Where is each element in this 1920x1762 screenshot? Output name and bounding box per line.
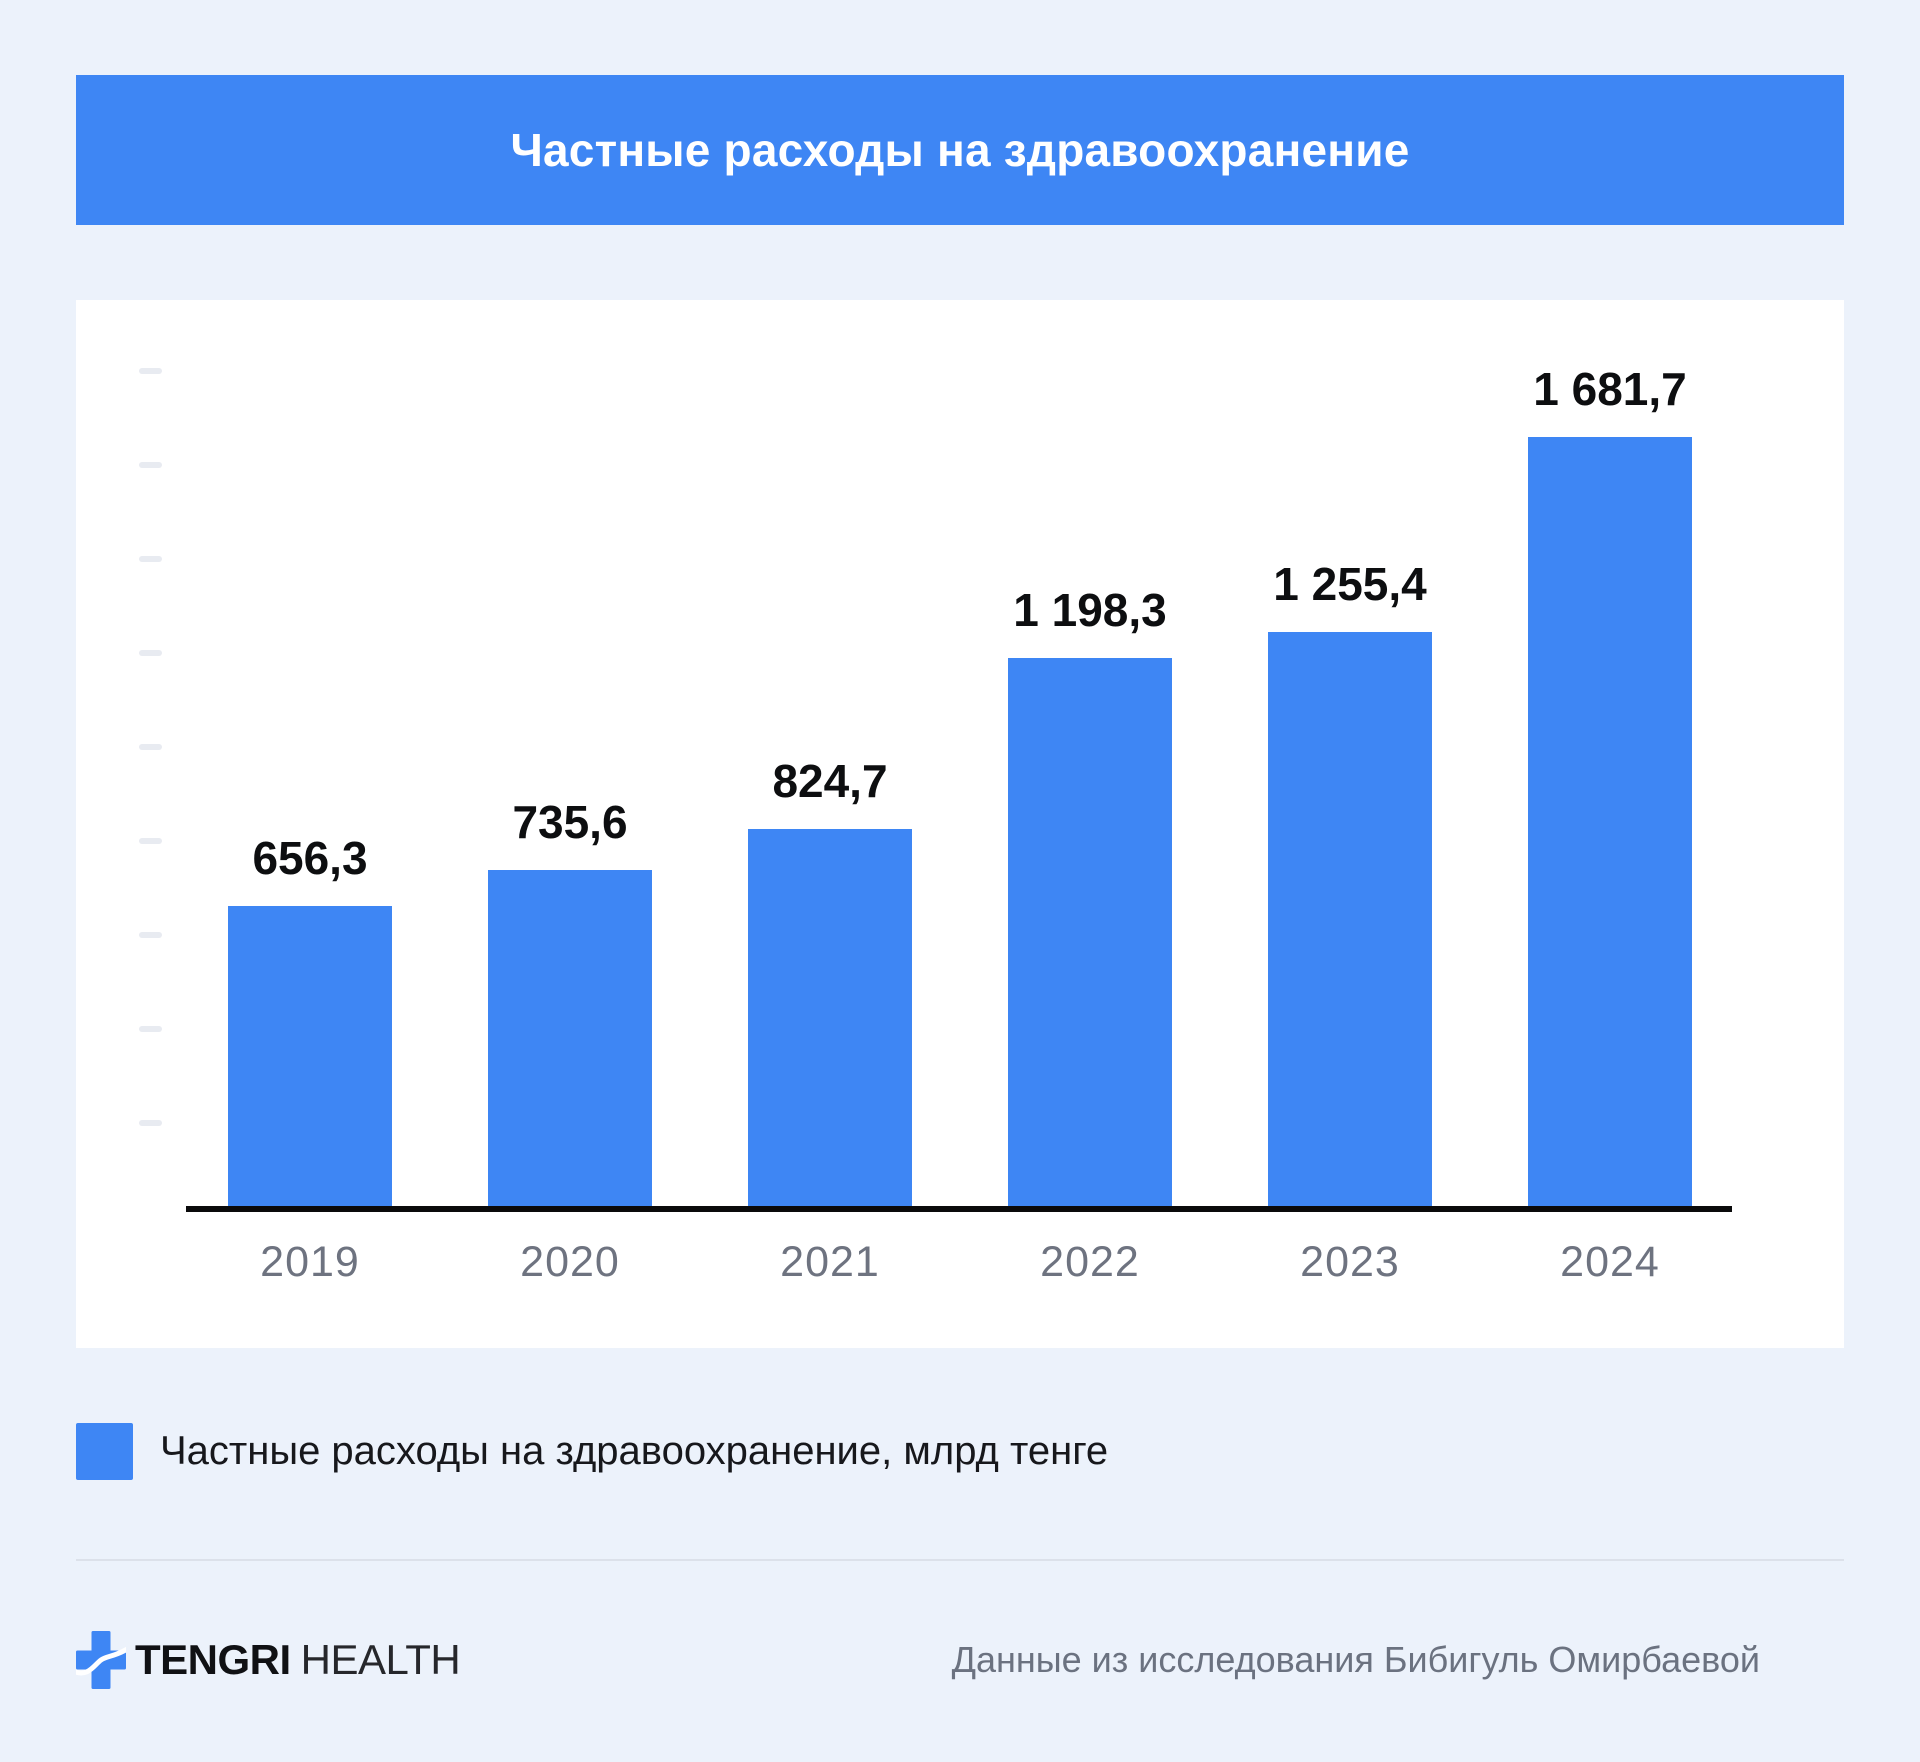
brand-name-secondary: HEALTH <box>300 1636 461 1683</box>
bar-value-label: 656,3 <box>252 832 368 885</box>
bar-group-2020: 735,6 <box>488 300 652 1206</box>
bar <box>1008 658 1172 1206</box>
chart-card: 656,3 735,6 824,7 1 198,3 1 255,4 1 681,7 201… <box>76 300 1844 1348</box>
plot-area: 656,3 735,6 824,7 1 198,3 1 255,4 1 681,7 <box>186 300 1732 1212</box>
brand-lockup: TENGRI HEALTH <box>76 1631 461 1689</box>
tengri-health-cross-icon <box>76 1631 126 1689</box>
attribution-text: Данные из исследования Бибигуль Омирбаев… <box>951 1639 1760 1680</box>
x-axis-label: 2021 <box>780 1238 880 1286</box>
y-axis-tick <box>139 368 162 374</box>
bar-group-2019: 656,3 <box>228 300 392 1206</box>
y-axis-tick-column <box>139 368 162 1128</box>
page-title: Частные расходы на здравоохранение <box>510 124 1410 176</box>
bar <box>488 870 652 1206</box>
chart-legend: Частные расходы на здравоохранение, млрд… <box>76 1423 1108 1480</box>
y-axis-tick <box>139 556 162 562</box>
legend-swatch <box>76 1423 133 1480</box>
x-axis-label: 2019 <box>260 1238 360 1286</box>
x-axis-label: 2024 <box>1560 1238 1660 1286</box>
y-axis-tick <box>139 1026 162 1032</box>
y-axis-tick <box>139 932 162 938</box>
y-axis-tick <box>139 744 162 750</box>
bar-group-2024: 1 681,7 <box>1528 300 1692 1206</box>
brand-name-primary: TENGRI <box>135 1636 291 1683</box>
footer-divider <box>76 1559 1844 1561</box>
bar <box>1268 632 1432 1206</box>
y-axis-tick <box>139 1120 162 1126</box>
bar-group-2023: 1 255,4 <box>1268 300 1432 1206</box>
chart-title-banner: Частные расходы на здравоохранение <box>76 75 1844 225</box>
y-axis-tick <box>139 462 162 468</box>
legend-label: Частные расходы на здравоохранение, млрд… <box>160 1429 1109 1473</box>
footer: TENGRI HEALTH Данные из исследования Биби… <box>76 1620 1844 1700</box>
bar-value-label: 1 198,3 <box>1013 584 1167 637</box>
bar-value-label: 735,6 <box>512 796 628 849</box>
x-axis-label: 2020 <box>520 1238 620 1286</box>
bar-value-label: 1 255,4 <box>1273 558 1427 611</box>
bar-group-2021: 824,7 <box>748 300 912 1206</box>
bar-value-label: 824,7 <box>772 755 888 808</box>
brand-name: TENGRI HEALTH <box>135 1636 461 1684</box>
bar <box>228 906 392 1206</box>
bar-group-2022: 1 198,3 <box>1008 300 1172 1206</box>
x-axis-labels: 2019 2020 2021 2022 2023 2024 <box>186 1238 1732 1298</box>
y-axis-tick <box>139 650 162 656</box>
bar-value-label: 1 681,7 <box>1533 363 1687 416</box>
bar <box>1528 437 1692 1206</box>
x-axis-label: 2023 <box>1300 1238 1400 1286</box>
y-axis-tick <box>139 838 162 844</box>
bar <box>748 829 912 1206</box>
x-axis-label: 2022 <box>1040 1238 1140 1286</box>
